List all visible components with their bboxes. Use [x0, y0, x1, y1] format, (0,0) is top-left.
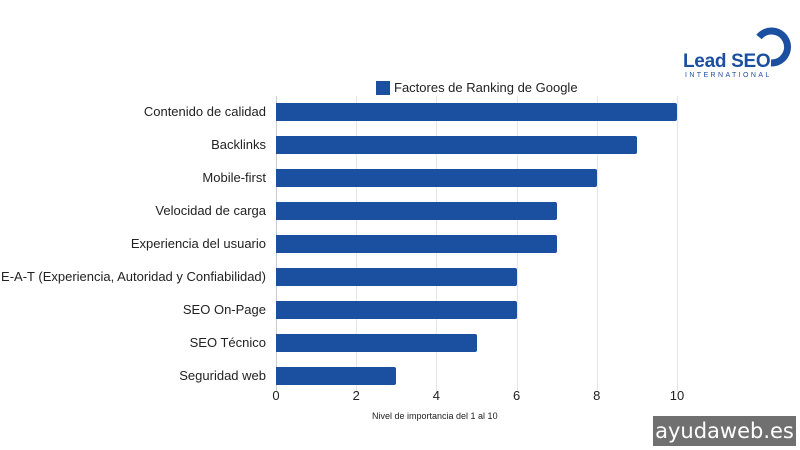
bar — [276, 136, 637, 154]
bar — [276, 301, 517, 319]
legend-swatch — [376, 80, 390, 95]
x-tick-label: 6 — [512, 388, 521, 403]
category-label: SEO On-Page — [182, 302, 266, 317]
logo-subtitle: INTERNATIONAL — [685, 72, 772, 79]
lead-seo-logo: Lead SEO INTERNATIONAL — [683, 27, 793, 83]
bar — [276, 367, 397, 385]
x-tick-label: 0 — [272, 388, 280, 403]
chart-legend: Factores de Ranking de Google — [376, 80, 578, 95]
x-tick-label: 4 — [432, 388, 441, 403]
bar — [276, 235, 557, 253]
x-tick-label: 2 — [352, 388, 360, 403]
x-tick-label: 8 — [593, 388, 601, 403]
category-label: Backlinks — [211, 137, 266, 152]
category-label: Seguridad web — [179, 368, 266, 383]
bar — [276, 169, 597, 187]
bar — [276, 268, 517, 286]
category-label: E-A-T (Experiencia, Autoridad y Confiabi… — [1, 269, 266, 284]
gridline — [677, 96, 678, 392]
x-tick-label: 10 — [669, 388, 685, 403]
category-label: Velocidad de carga — [155, 203, 266, 218]
category-label: Contenido de calidad — [143, 104, 266, 119]
watermark: ayudaweb.es — [653, 416, 796, 446]
logo-ring-icon — [756, 27, 791, 67]
logo-name: Lead SEO — [683, 51, 771, 72]
category-label: Experiencia del usuario — [130, 236, 266, 251]
bar — [276, 334, 477, 352]
category-label: SEO Técnico — [189, 335, 266, 350]
bar-chart-plot — [276, 96, 686, 392]
bar — [276, 202, 557, 220]
legend-label: Factores de Ranking de Google — [394, 80, 578, 95]
category-label: Mobile-first — [202, 170, 266, 185]
bar — [276, 103, 677, 121]
gridline — [596, 96, 598, 392]
x-axis-label: Nivel de importancia del 1 al 10 — [372, 411, 498, 421]
